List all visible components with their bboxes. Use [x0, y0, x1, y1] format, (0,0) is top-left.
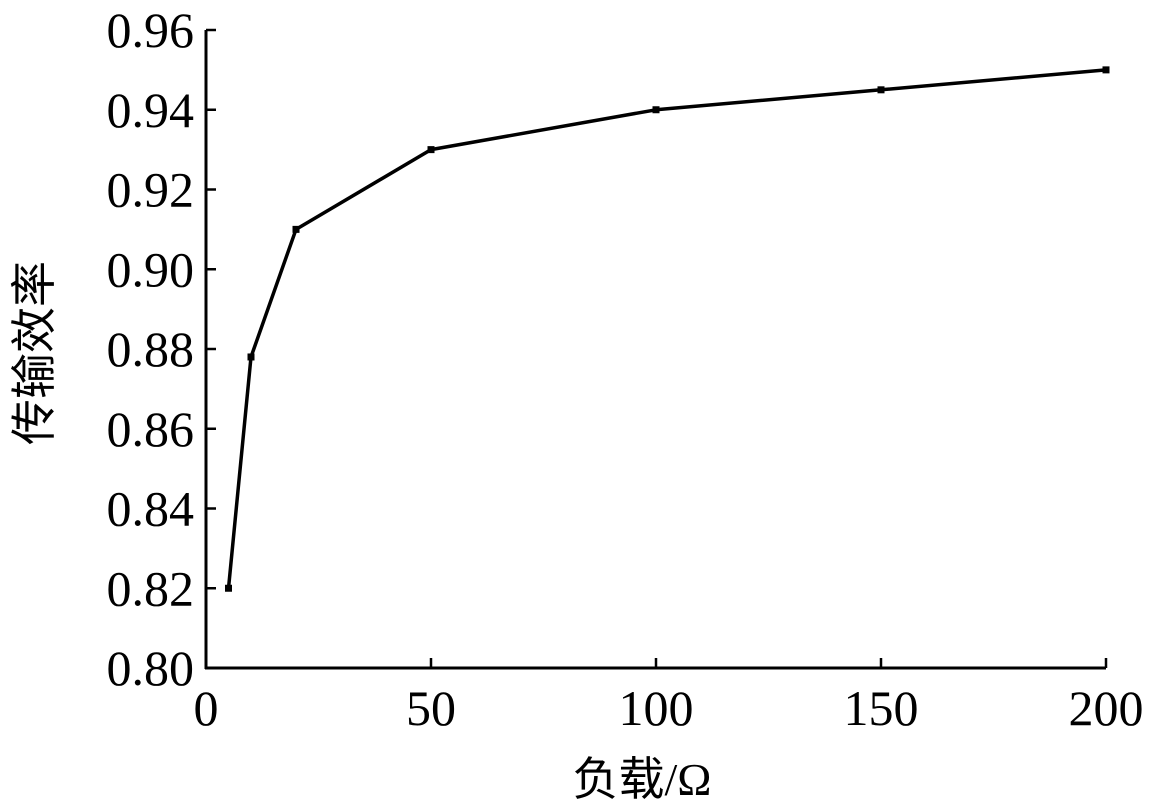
data-point — [1102, 66, 1110, 74]
data-point — [877, 86, 885, 94]
axes — [204, 30, 1106, 670]
y-tick-label: 0.88 — [107, 321, 195, 377]
y-tick-label: 0.96 — [107, 2, 195, 58]
y-tick-label: 0.92 — [107, 162, 195, 218]
y-tick-label: 0.94 — [107, 82, 195, 138]
data-point — [225, 584, 232, 592]
x-tick-label: 50 — [406, 680, 456, 736]
data-point — [652, 106, 660, 114]
ticks: 0.80 0.82 0.84 0.86 0.88 0.90 0.92 0.94 0.96 0 50 1… — [107, 2, 1144, 736]
y-tick-label: 0.86 — [107, 401, 195, 457]
x-tick-label: 200 — [1069, 680, 1144, 736]
data-point — [247, 353, 255, 361]
data-point — [292, 225, 300, 233]
x-tick-label: 100 — [619, 680, 694, 736]
x-axis-title: 负载/Ω — [573, 754, 712, 805]
y-axis-title: 传输效率 — [9, 261, 60, 445]
data-point — [427, 146, 435, 154]
y-tick-label: 0.80 — [107, 640, 195, 696]
data-series — [225, 66, 1110, 592]
series-line — [226, 68, 1107, 589]
x-tick-label: 0 — [194, 680, 219, 736]
x-tick-label: 150 — [844, 680, 919, 736]
y-tick-label: 0.82 — [107, 560, 195, 616]
y-tick-label: 0.90 — [107, 241, 195, 297]
y-tick-label: 0.84 — [107, 481, 195, 537]
